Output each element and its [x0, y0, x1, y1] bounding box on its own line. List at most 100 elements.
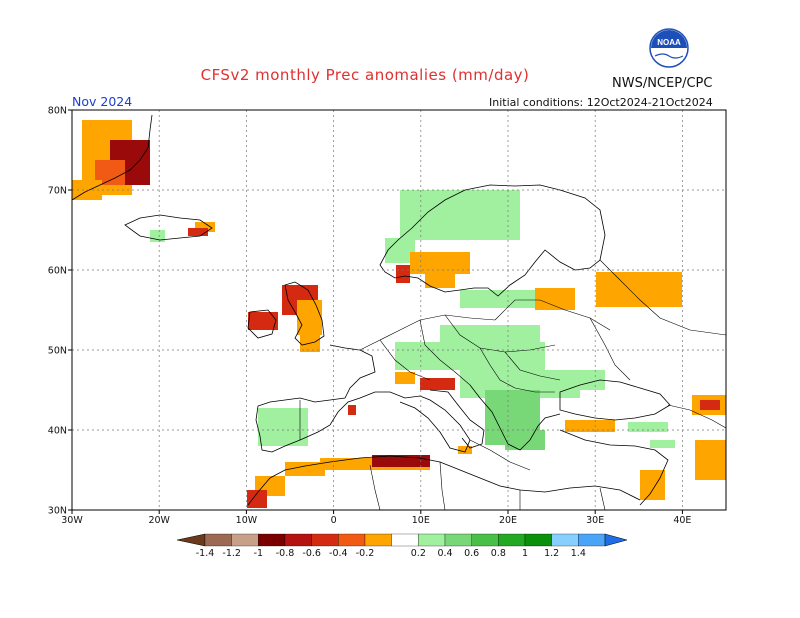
- lon-tick-label: 20W: [148, 515, 170, 526]
- coastline: [429, 389, 485, 449]
- lat-tick-label: 80N: [48, 106, 67, 117]
- anomaly-cell: [400, 190, 520, 240]
- anomaly-cell: [535, 288, 575, 310]
- colorbar-tick-label: -0.2: [356, 548, 375, 559]
- colorbar-box: [418, 533, 446, 547]
- agency-label: NWS/NCEP/CPC: [612, 76, 713, 91]
- colorbar-box: [551, 533, 579, 547]
- country-border: [469, 439, 531, 471]
- anomaly-cell: [565, 420, 615, 432]
- colorbar-box: [204, 533, 232, 547]
- anomaly-cell: [285, 462, 325, 476]
- anomaly-cell: [247, 490, 267, 508]
- coastline: [469, 384, 561, 451]
- colorbar-tick-label: -0.4: [329, 548, 348, 559]
- anomaly-cell: [425, 272, 455, 288]
- initial-conditions-label: Initial conditions: 12Oct2024-21Oct2024: [489, 96, 713, 109]
- coastline-layer: [71, 114, 671, 506]
- lon-tick-label: 30W: [61, 515, 83, 526]
- anomaly-layer: [72, 120, 726, 508]
- anomaly-cell: [258, 408, 308, 446]
- anomaly-cell: [297, 300, 322, 335]
- colorbar-tick-label: -0.8: [276, 548, 295, 559]
- anomaly-cell: [410, 252, 470, 274]
- lat-tick-label: 40N: [48, 426, 67, 437]
- colorbar-tick-label: 0.6: [464, 548, 479, 559]
- country-border: [589, 317, 631, 381]
- colorbar-box: [364, 533, 392, 547]
- colorbar-box: [284, 533, 312, 547]
- lon-tick-label: 20E: [499, 515, 517, 526]
- colorbar-tick-label: 1: [522, 548, 528, 559]
- colorbar-box: [231, 533, 259, 547]
- anomaly-cell: [460, 290, 540, 308]
- colorbar-box: [578, 533, 606, 547]
- lon-tick-label: 10E: [412, 515, 430, 526]
- coastline: [559, 379, 671, 421]
- anomaly-cell: [195, 222, 215, 232]
- colorbar-tick-label: -0.6: [302, 548, 321, 559]
- anomaly-cell: [188, 228, 208, 236]
- colorbar-tick-label: -1.2: [222, 548, 241, 559]
- anomaly-cell: [695, 440, 726, 480]
- colorbar-tick-label: 0.8: [491, 548, 506, 559]
- anomaly-cell: [440, 325, 540, 345]
- anomaly-cell: [348, 405, 356, 415]
- colorbar-tick-label: -1.4: [196, 548, 215, 559]
- country-border: [504, 351, 561, 381]
- country-border: [479, 347, 555, 393]
- noaa-logo-icon: NOAA: [649, 28, 689, 68]
- country-border: [439, 461, 446, 511]
- colorbar-box: [498, 533, 526, 547]
- anomaly-cell: [650, 440, 675, 448]
- colorbar-box: [258, 533, 286, 547]
- anomaly-cell: [505, 430, 545, 450]
- colorbar-box: [471, 533, 499, 547]
- border-layer: [299, 259, 727, 511]
- coastline: [247, 309, 277, 339]
- valid-month-label: Nov 2024: [72, 94, 133, 109]
- anomaly-cell: [700, 400, 720, 410]
- lat-tick-label: 30N: [48, 506, 67, 517]
- anomaly-cell: [420, 378, 455, 390]
- country-border: [599, 487, 606, 511]
- anomaly-cell: [395, 342, 545, 370]
- country-border: [599, 259, 727, 336]
- colorbar-high-arrow: [604, 533, 628, 547]
- anomaly-cell: [535, 370, 605, 390]
- country-border: [369, 464, 381, 511]
- coastline: [379, 184, 606, 297]
- anomaly-cell: [396, 265, 410, 283]
- colorbar-box: [524, 533, 552, 547]
- colorbar-box: [391, 533, 419, 547]
- coastline: [284, 281, 325, 346]
- country-border: [494, 299, 611, 331]
- anomaly-cell: [628, 422, 668, 432]
- map-frame: [71, 109, 727, 511]
- svg-text:NOAA: NOAA: [657, 38, 681, 47]
- colorbar-tick-label: 0.4: [437, 548, 452, 559]
- lat-tick-label: 50N: [48, 346, 67, 357]
- coastline: [71, 114, 153, 201]
- anomaly-cell: [596, 272, 682, 307]
- lon-tick-label: 10W: [236, 515, 258, 526]
- anomaly-cell: [640, 470, 665, 500]
- colorbar-box: [338, 533, 366, 547]
- country-border: [419, 319, 471, 386]
- colorbar-box: [311, 533, 339, 547]
- coastline: [559, 429, 669, 506]
- colorbar-tick-label: 1.4: [571, 548, 586, 559]
- lon-tick-label: 30E: [586, 515, 604, 526]
- country-border: [667, 404, 727, 429]
- graticule-layer: [72, 110, 726, 510]
- lon-tick-label: 0: [331, 515, 337, 526]
- axis-layer: 30W 20W 10W 0 10E 20E 30E 40E 80N 70N 60N 50N 40N 30N: [48, 106, 692, 527]
- lat-tick-label: 60N: [48, 266, 67, 277]
- chart-title: CFSv2 monthly Prec anomalies (mm/day): [200, 66, 530, 84]
- colorbar-tick-label: 0.2: [411, 548, 426, 559]
- anomaly-cell: [300, 330, 320, 352]
- colorbar-low-arrow: [176, 533, 206, 547]
- anomaly-cell: [458, 446, 472, 454]
